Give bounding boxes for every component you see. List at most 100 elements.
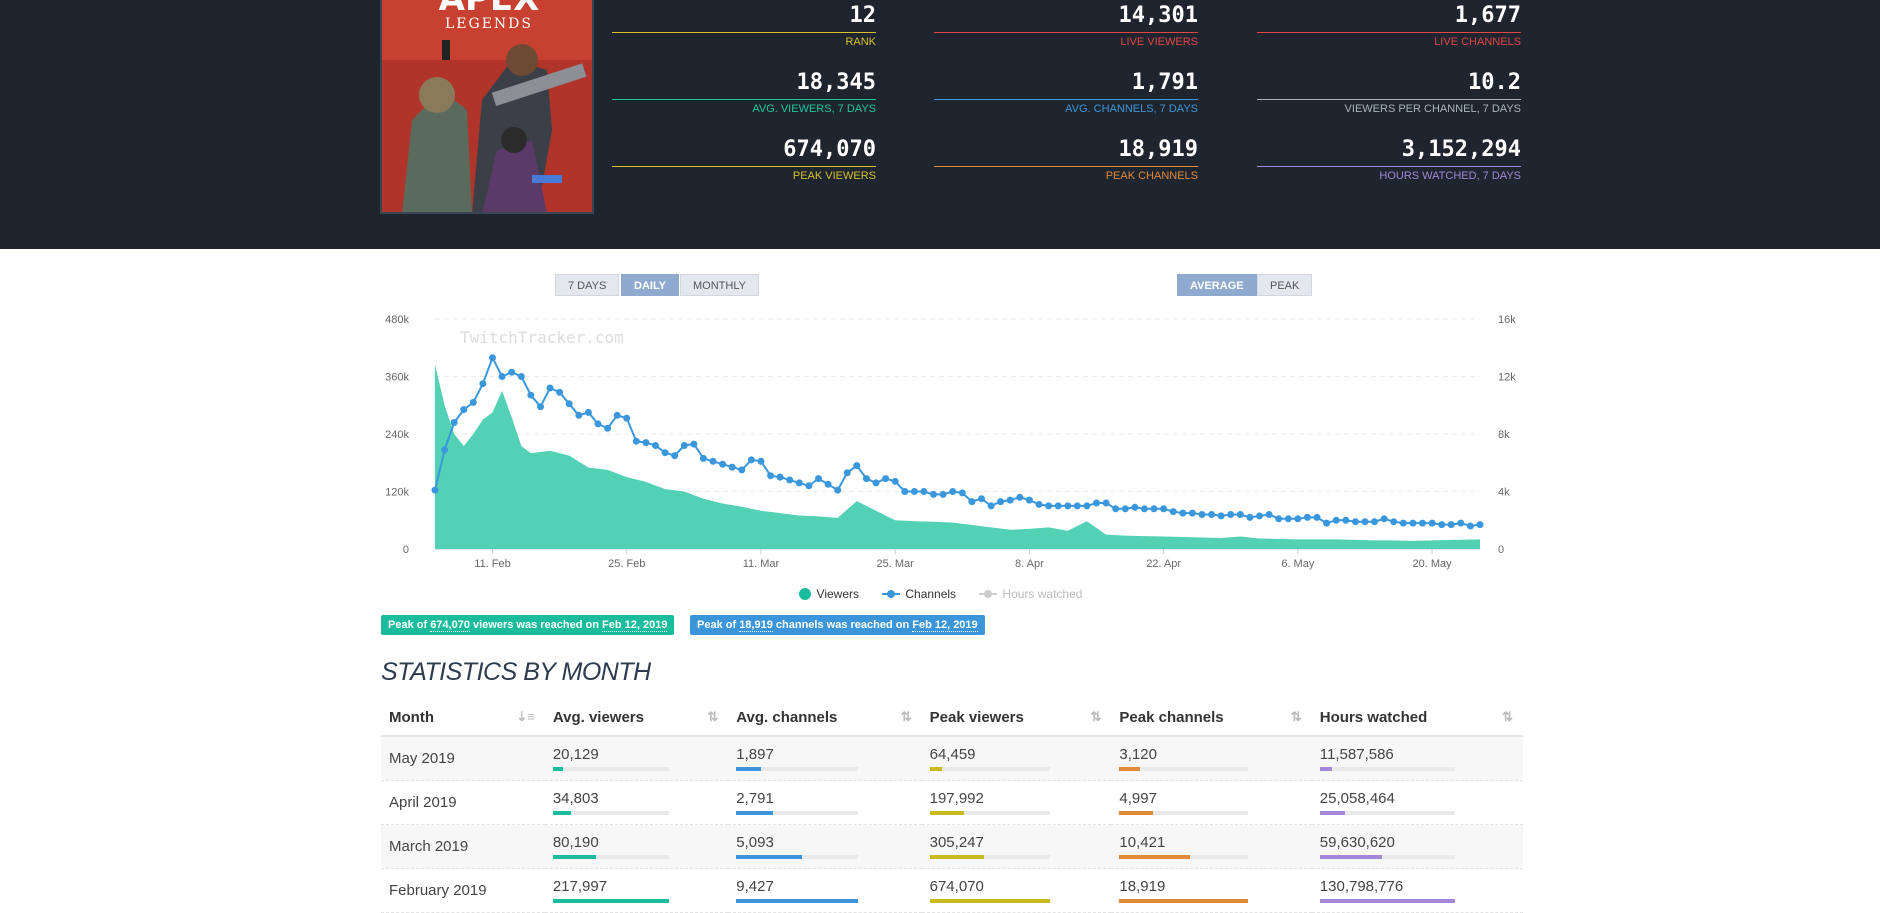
- channels-point: [1073, 502, 1081, 510]
- channels-point: [1303, 513, 1311, 521]
- peak-channels-badge: Peak of 18,919 channels was reached on F…: [690, 615, 985, 635]
- cell-bar-fill: [1319, 854, 1382, 859]
- cell-bar: [1319, 898, 1455, 903]
- x-tick-label: 25. Mar: [877, 558, 915, 570]
- column-header-peak-channels[interactable]: Peak channels ⇅: [1111, 700, 1312, 737]
- channels-point: [1438, 521, 1446, 529]
- cell-bar-fill: [1119, 898, 1249, 903]
- x-tick-label: 25. Feb: [608, 558, 645, 570]
- cell-bar: [929, 810, 1050, 815]
- channels-point: [584, 408, 592, 416]
- channels-point: [910, 488, 918, 495]
- cell-bar: [552, 766, 669, 771]
- stat-viewers-per-channel-7-days: 10.2 VIEWERS PER CHANNEL, 7 DAYS: [1257, 69, 1521, 115]
- legend-channels[interactable]: Channels: [882, 587, 956, 601]
- sort-icon[interactable]: ⇣≡: [516, 709, 535, 724]
- channels-point: [1227, 511, 1235, 518]
- channels-point: [1169, 508, 1177, 516]
- channels-point: [632, 437, 640, 445]
- cell-value: 4,997: [1119, 789, 1157, 807]
- channels-point: [1016, 493, 1024, 501]
- mode-average-button[interactable]: AVERAGE: [1177, 274, 1257, 296]
- column-header-avg-viewers[interactable]: Avg. viewers ⇅: [544, 700, 729, 737]
- stat-cell: 130,798,776: [1311, 868, 1523, 913]
- cell-value: 9,427: [736, 877, 774, 895]
- table-body: May 2019 20,129 1,897 64,459 3,120 11,587,586…: [381, 736, 1523, 913]
- cell-bar-fill: [1119, 810, 1153, 815]
- peak-channels-date-link[interactable]: Feb 12, 2019: [912, 619, 978, 632]
- range-daily-button[interactable]: DAILY: [621, 274, 679, 296]
- channels-point: [1198, 511, 1206, 518]
- channels-point: [949, 488, 957, 495]
- cell-value: 20,129: [552, 745, 599, 763]
- viewers-area: [435, 364, 1480, 549]
- cell-value: 25,058,464: [1319, 789, 1395, 807]
- cell-value: 305,247: [929, 833, 984, 851]
- legend-hours-watched[interactable]: Hours watched: [979, 587, 1082, 601]
- stat-value: 3,152,294: [1401, 137, 1521, 162]
- channels-point: [901, 488, 909, 495]
- channels-point: [1323, 519, 1331, 527]
- channels-point: [1380, 515, 1388, 523]
- stat-value: 18,345: [796, 70, 876, 95]
- cell-bar-fill: [736, 854, 803, 859]
- channels-point: [738, 466, 746, 474]
- channels-point: [997, 498, 1005, 506]
- channels-point: [1112, 505, 1120, 513]
- channels-point: [1476, 521, 1484, 529]
- channels-point: [1399, 519, 1407, 527]
- cell-bar: [552, 810, 669, 815]
- cell-value: 18,919: [1119, 877, 1166, 895]
- stat-cell: 18,919: [1111, 868, 1312, 913]
- cell-bar: [929, 766, 1050, 771]
- channels-point: [1419, 519, 1426, 527]
- chart-svg: 0 120k 240k 360k 480k 0 4k 8k 12k 16k 11. Feb 25. F…: [385, 314, 1516, 570]
- column-header-hours-watched[interactable]: Hours watched ⇅: [1311, 700, 1523, 737]
- channels-point: [1054, 502, 1062, 510]
- y-left-tick-label: 240k: [385, 429, 409, 441]
- column-header-avg-channels[interactable]: Avg. channels ⇅: [728, 700, 922, 737]
- cell-bar: [552, 898, 669, 903]
- cell-bar-fill: [929, 766, 942, 771]
- range-7-days-button[interactable]: 7 DAYS: [555, 274, 620, 296]
- y-left-tick-label: 480k: [385, 314, 409, 326]
- column-header-peak-viewers[interactable]: Peak viewers ⇅: [921, 700, 1112, 737]
- column-header-month[interactable]: Month ⇣≡: [381, 700, 545, 737]
- stat-value: 674,070: [783, 137, 876, 162]
- channels-point: [728, 463, 736, 471]
- cell-bar-fill: [552, 898, 669, 903]
- stat-peak-channels: 18,919 PEAK CHANNELS: [934, 136, 1198, 182]
- channels-point: [747, 456, 755, 464]
- stat-cell: 9,427: [728, 868, 922, 913]
- range-monthly-button[interactable]: MONTHLY: [680, 274, 759, 296]
- cell-bar: [736, 898, 859, 903]
- mode-peak-button[interactable]: PEAK: [1257, 274, 1313, 296]
- stat-cell: 59,630,620: [1311, 824, 1523, 869]
- channels-point: [537, 403, 544, 411]
- cell-bar: [929, 898, 1050, 903]
- peak-viewers-date-link[interactable]: Feb 12, 2019: [602, 619, 668, 632]
- cell-value: 34,803: [552, 789, 599, 807]
- channels-point: [834, 486, 842, 494]
- stat-value: 1,791: [1131, 70, 1198, 95]
- sort-icon[interactable]: ⇅: [900, 709, 912, 724]
- channels-point: [958, 489, 966, 497]
- cell-bar-fill: [736, 810, 773, 815]
- sort-icon[interactable]: ⇅: [1090, 709, 1102, 724]
- sort-icon[interactable]: ⇅: [1502, 709, 1513, 724]
- channels-point: [709, 457, 717, 465]
- svg-text:LEGENDS: LEGENDS: [445, 16, 533, 32]
- channels-point: [853, 462, 861, 470]
- channels-point: [527, 391, 535, 399]
- cell-bar: [1119, 810, 1249, 815]
- legend-viewers[interactable]: Viewers: [798, 587, 859, 601]
- channels-point: [469, 398, 477, 406]
- channels-point: [680, 442, 688, 449]
- channels-point: [1208, 511, 1216, 518]
- sort-icon[interactable]: ⇅: [1290, 709, 1302, 724]
- sort-icon[interactable]: ⇅: [707, 709, 719, 724]
- channels-point: [556, 388, 564, 396]
- viewers-legend-icon: [798, 588, 811, 600]
- cell-bar: [736, 810, 859, 815]
- stat-label: AVG. VIEWERS, 7 DAYS: [752, 103, 876, 115]
